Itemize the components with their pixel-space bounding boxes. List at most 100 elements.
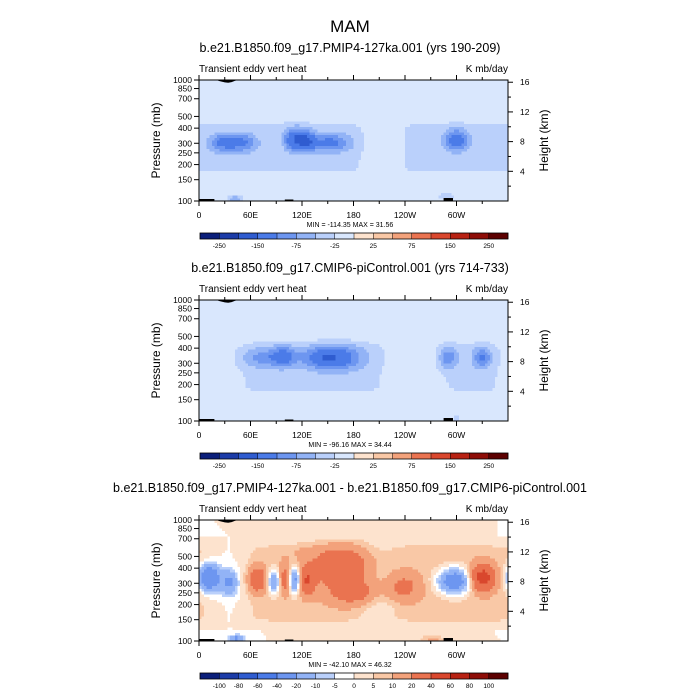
heatmap-cell <box>446 179 450 183</box>
heatmap-cell <box>289 146 293 150</box>
heatmap-cell <box>330 80 334 84</box>
heatmap-cell <box>307 151 311 155</box>
heatmap-cell <box>389 85 393 89</box>
heatmap-cell <box>281 173 285 177</box>
heatmap-cell <box>222 165 226 169</box>
heatmap-cell <box>312 140 316 144</box>
heatmap-cell <box>417 187 421 191</box>
heatmap-cell <box>433 99 437 103</box>
heatmap-cell <box>489 82 493 86</box>
heatmap-cell <box>286 99 290 103</box>
heatmap-cell <box>397 91 401 95</box>
heatmap-cell <box>464 104 468 108</box>
heatmap-cell <box>281 88 285 92</box>
heatmap-cell <box>500 187 504 191</box>
heatmap-cell <box>495 146 499 150</box>
heatmap-cell <box>451 154 455 158</box>
heatmap-cell <box>363 91 367 95</box>
heatmap-cell <box>302 121 305 125</box>
heatmap-cell <box>392 146 396 150</box>
heatmap-cell <box>482 88 486 92</box>
heatmap-cell <box>482 110 486 114</box>
heatmap-cell <box>340 124 344 128</box>
heatmap-cell <box>340 190 344 194</box>
heatmap-cell <box>456 113 460 117</box>
heatmap-cell <box>217 168 221 172</box>
heatmap-cell <box>232 85 236 89</box>
heatmap-cell <box>229 137 233 141</box>
heatmap-cell <box>356 143 360 147</box>
heatmap-cell <box>412 168 416 172</box>
heatmap-cell <box>386 91 390 95</box>
heatmap-cell <box>466 104 470 108</box>
heatmap-cell <box>405 93 408 97</box>
heatmap-cell <box>358 137 362 141</box>
heatmap-cell <box>253 159 257 163</box>
heatmap-cell <box>245 179 249 183</box>
heatmap-cell <box>217 184 221 188</box>
heatmap-cell <box>237 99 241 103</box>
heatmap-cell <box>448 146 452 150</box>
heatmap-cell <box>281 154 285 158</box>
heatmap-cell <box>219 113 223 117</box>
heatmap-cell <box>448 129 452 133</box>
heatmap-cell <box>250 126 254 130</box>
heatmap-cell <box>461 102 465 106</box>
heatmap-cell <box>229 148 233 152</box>
heatmap-cell <box>229 162 233 166</box>
heatmap-cell <box>206 162 210 166</box>
heatmap-cell <box>484 121 488 125</box>
heatmap-cell <box>451 102 455 106</box>
heatmap-cell <box>201 99 205 103</box>
heatmap-cell <box>389 137 393 141</box>
heatmap-cell <box>371 107 375 111</box>
heatmap-cell <box>497 162 501 166</box>
heatmap-cell <box>420 107 424 111</box>
heatmap-cell <box>474 168 478 172</box>
heatmap-cell <box>253 99 257 103</box>
heatmap-cell <box>394 107 398 111</box>
heatmap-cell <box>453 148 457 152</box>
heatmap-cell <box>366 184 370 188</box>
heatmap-cell <box>505 96 509 100</box>
heatmap-cell <box>302 135 305 139</box>
heatmap-cell <box>229 190 233 194</box>
heatmap-cell <box>397 173 401 177</box>
heatmap-cell <box>263 168 267 172</box>
heatmap-cell <box>209 140 213 144</box>
heatmap-cell <box>255 80 259 84</box>
heatmap-cell <box>263 170 267 174</box>
heatmap-cell <box>199 137 202 141</box>
heatmap-cell <box>227 170 231 174</box>
heatmap-cell <box>425 85 429 89</box>
heatmap-cell <box>381 110 385 114</box>
heatmap-cell <box>495 93 499 97</box>
heatmap-cell <box>492 82 496 86</box>
heatmap-cell <box>438 91 442 95</box>
heatmap-cell <box>286 165 290 169</box>
heatmap-cell <box>317 137 321 141</box>
heatmap-cell <box>276 113 280 117</box>
heatmap-cell <box>441 99 445 103</box>
heatmap-cell <box>464 170 468 174</box>
heatmap-cell <box>430 135 434 139</box>
heatmap-cell <box>410 140 414 144</box>
heatmap-cell <box>394 115 398 119</box>
heatmap-cell <box>389 165 393 169</box>
heatmap-cell <box>250 80 254 84</box>
heatmap-cell <box>505 187 509 191</box>
heatmap-cell <box>235 115 239 119</box>
heatmap-cell <box>353 85 357 89</box>
heatmap-cell <box>235 165 239 169</box>
heatmap-cell <box>487 110 491 114</box>
heatmap-cell <box>471 137 475 141</box>
heatmap-cell <box>374 184 378 188</box>
heatmap-cell <box>340 107 344 111</box>
heatmap-cell <box>335 132 339 136</box>
heatmap-cell <box>417 140 421 144</box>
heatmap-cell <box>322 85 326 89</box>
heatmap-cell <box>474 132 478 136</box>
heatmap-cell <box>356 135 360 139</box>
heatmap-cell <box>497 151 501 155</box>
heatmap-cell <box>397 88 401 92</box>
